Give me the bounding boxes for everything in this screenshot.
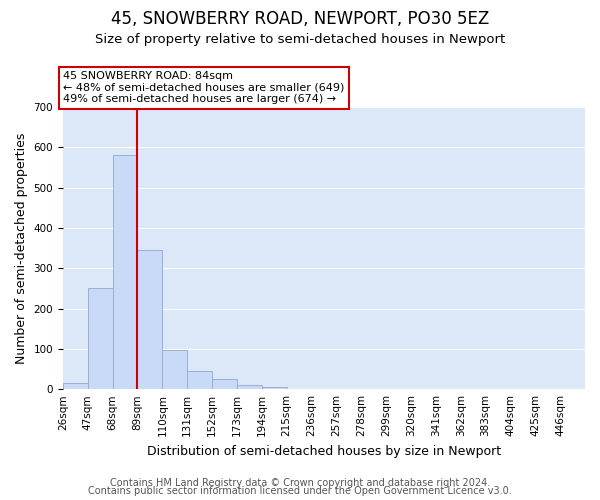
Bar <box>237 385 262 389</box>
Bar <box>262 387 287 389</box>
X-axis label: Distribution of semi-detached houses by size in Newport: Distribution of semi-detached houses by … <box>147 444 501 458</box>
Bar <box>137 250 163 389</box>
Text: 45 SNOWBERRY ROAD: 84sqm
← 48% of semi-detached houses are smaller (649)
49% of : 45 SNOWBERRY ROAD: 84sqm ← 48% of semi-d… <box>63 71 344 104</box>
Bar <box>88 288 113 389</box>
Bar <box>163 350 187 389</box>
Text: Size of property relative to semi-detached houses in Newport: Size of property relative to semi-detach… <box>95 32 505 46</box>
Text: 45, SNOWBERRY ROAD, NEWPORT, PO30 5EZ: 45, SNOWBERRY ROAD, NEWPORT, PO30 5EZ <box>111 10 489 28</box>
Y-axis label: Number of semi-detached properties: Number of semi-detached properties <box>15 132 28 364</box>
Bar <box>113 156 137 389</box>
Bar <box>63 383 88 389</box>
Bar <box>187 370 212 389</box>
Text: Contains HM Land Registry data © Crown copyright and database right 2024.: Contains HM Land Registry data © Crown c… <box>110 478 490 488</box>
Bar <box>212 379 237 389</box>
Text: Contains public sector information licensed under the Open Government Licence v3: Contains public sector information licen… <box>88 486 512 496</box>
